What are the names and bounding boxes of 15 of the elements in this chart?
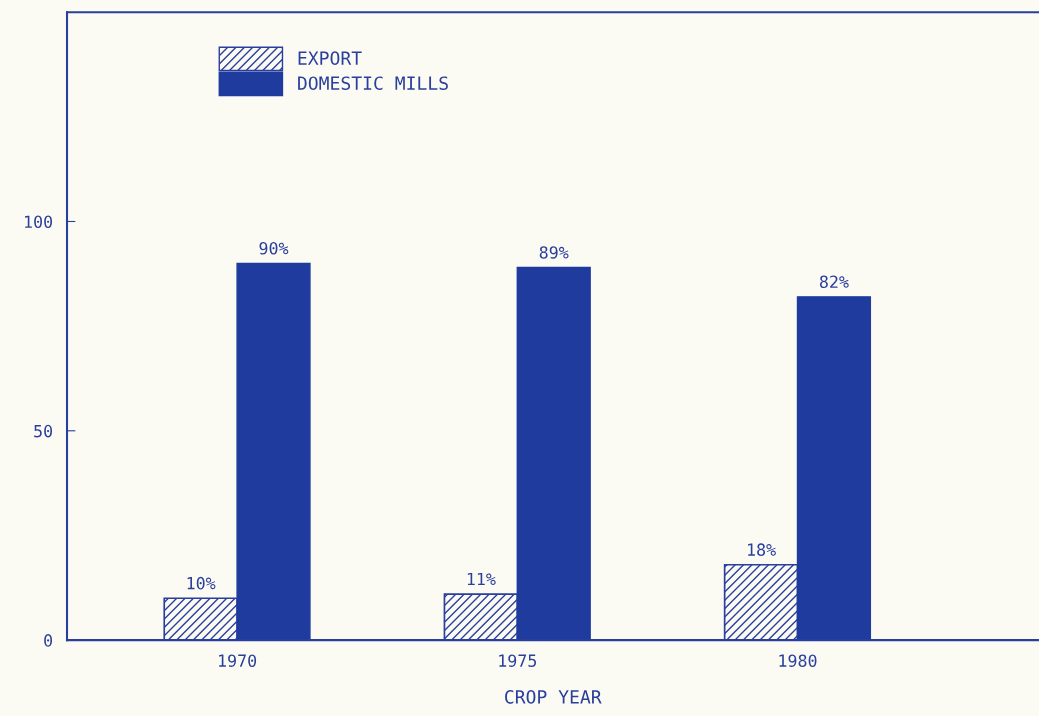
data-label: 18% — [748, 543, 776, 556]
y-tick-label: 50 — [34, 424, 53, 438]
y-tick-label: 0 — [44, 634, 53, 647]
legend-label: EXPORT — [298, 51, 362, 66]
data-label: 11% — [467, 572, 496, 586]
x-tick-label: 1970 — [219, 654, 257, 667]
x-axis-title: CROP YEAR — [505, 690, 602, 704]
data-label: 82% — [819, 275, 849, 289]
data-label: 90% — [259, 241, 289, 255]
y-tick-label: 100 — [25, 215, 53, 229]
x-tick-label: 1980 — [779, 654, 817, 667]
data-label: 10% — [187, 576, 216, 590]
x-tick-label: 1975 — [499, 654, 537, 667]
legend-label: DOMESTIC MILLS — [298, 76, 448, 91]
data-label: 89% — [539, 246, 569, 259]
